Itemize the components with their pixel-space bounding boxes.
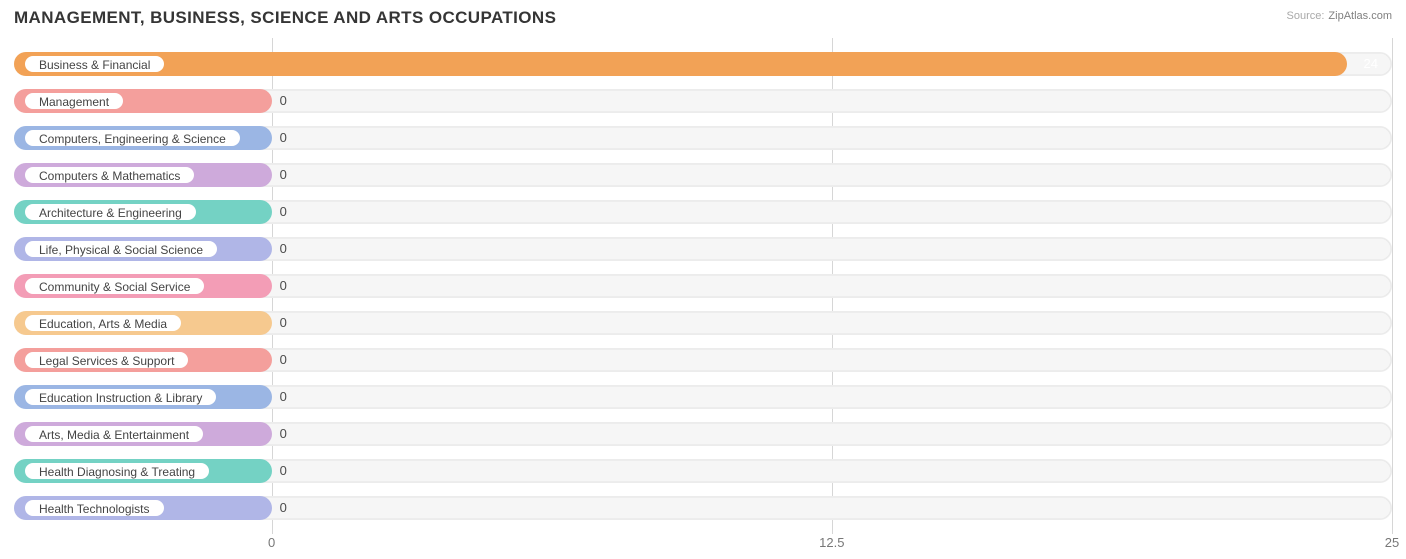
bar-value-label: 0 — [280, 422, 287, 446]
bar-row: Management 0 — [14, 86, 1392, 116]
x-tick-label: 0 — [268, 535, 275, 550]
source-site: ZipAtlas.com — [1328, 10, 1392, 22]
bar-value-label: 24 — [1364, 52, 1378, 76]
bar-label-pill: Architecture & Engineering — [24, 203, 197, 221]
chart-header: MANAGEMENT, BUSINESS, SCIENCE AND ARTS O… — [14, 8, 1392, 36]
bar-label-pill: Health Diagnosing & Treating — [24, 462, 210, 480]
bar-label-pill: Arts, Media & Entertainment — [24, 425, 204, 443]
bar-label-pill: Community & Social Service — [24, 277, 205, 295]
bar-label-pill: Legal Services & Support — [24, 351, 189, 369]
bar-row: Education Instruction & Library 0 — [14, 382, 1392, 412]
bar-row: Community & Social Service 0 — [14, 271, 1392, 301]
bar-row: Health Diagnosing & Treating 0 — [14, 456, 1392, 486]
bar-row: Health Technologists 0 — [14, 493, 1392, 523]
x-tick-label: 12.5 — [819, 535, 844, 550]
bar-value-label: 0 — [280, 126, 287, 150]
bar-value-label: 0 — [280, 89, 287, 113]
gridline — [1392, 38, 1393, 534]
bar-label-pill: Computers & Mathematics — [24, 166, 195, 184]
bar-value-label: 0 — [280, 385, 287, 409]
bar-row: Business & Financial 24 — [14, 49, 1392, 79]
bar-label-pill: Health Technologists — [24, 499, 165, 517]
bars-group: Business & Financial24Management0Compute… — [14, 38, 1392, 534]
bar-row: Education, Arts & Media 0 — [14, 308, 1392, 338]
bar-value-label: 0 — [280, 496, 287, 520]
bar-value-label: 0 — [280, 311, 287, 335]
bar-row: Arts, Media & Entertainment 0 — [14, 419, 1392, 449]
x-tick-label: 25 — [1385, 535, 1399, 550]
source-label: Source: — [1287, 10, 1325, 22]
bar-label-pill: Education Instruction & Library — [24, 388, 217, 406]
bar-fill — [14, 52, 1347, 76]
bar-row: Architecture & Engineering 0 — [14, 197, 1392, 227]
x-axis: 012.525 — [14, 535, 1392, 555]
bar-label-pill: Management — [24, 92, 124, 110]
bar-value-label: 0 — [280, 459, 287, 483]
bar-row: Legal Services & Support 0 — [14, 345, 1392, 375]
bar-value-label: 0 — [280, 163, 287, 187]
bar-value-label: 0 — [280, 274, 287, 298]
chart-title: MANAGEMENT, BUSINESS, SCIENCE AND ARTS O… — [14, 8, 556, 28]
bar-value-label: 0 — [280, 237, 287, 261]
bar-label-pill: Computers, Engineering & Science — [24, 129, 241, 147]
bar-value-label: 0 — [280, 348, 287, 372]
bar-row: Computers, Engineering & Science 0 — [14, 123, 1392, 153]
bar-row: Life, Physical & Social Science 0 — [14, 234, 1392, 264]
bar-row: Computers & Mathematics 0 — [14, 160, 1392, 190]
bar-label-pill: Life, Physical & Social Science — [24, 240, 218, 258]
bar-label-pill: Business & Financial — [24, 55, 165, 73]
plot-area: Business & Financial24Management0Compute… — [14, 38, 1392, 534]
chart-source: Source: ZipAtlas.com — [1287, 8, 1393, 22]
chart-container: MANAGEMENT, BUSINESS, SCIENCE AND ARTS O… — [0, 0, 1406, 559]
bar-value-label: 0 — [280, 200, 287, 224]
bar-label-pill: Education, Arts & Media — [24, 314, 182, 332]
